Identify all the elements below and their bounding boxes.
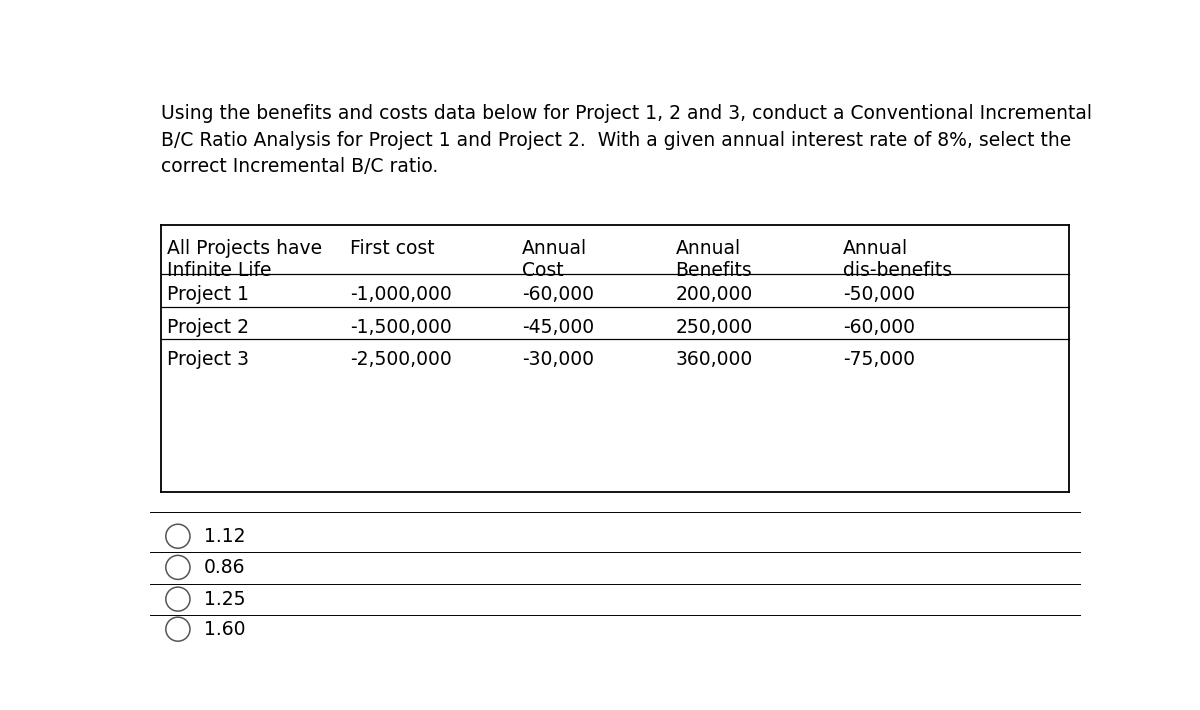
Text: Annual: Annual xyxy=(842,239,908,258)
Text: correct Incremental B/C ratio.: correct Incremental B/C ratio. xyxy=(161,157,438,176)
Text: -30,000: -30,000 xyxy=(522,350,594,369)
Text: B/C Ratio Analysis for Project 1 and Project 2.  With a given annual interest ra: B/C Ratio Analysis for Project 1 and Pro… xyxy=(161,131,1072,150)
Text: Annual: Annual xyxy=(522,239,587,258)
Text: -2,500,000: -2,500,000 xyxy=(350,350,451,369)
Text: 1.25: 1.25 xyxy=(204,589,246,608)
Text: 1.12: 1.12 xyxy=(204,527,246,546)
Text: -1,000,000: -1,000,000 xyxy=(350,285,451,304)
Text: Project 1: Project 1 xyxy=(167,285,248,304)
Text: Benefits: Benefits xyxy=(676,261,752,280)
Text: -60,000: -60,000 xyxy=(522,285,594,304)
Text: -75,000: -75,000 xyxy=(842,350,914,369)
Text: Annual: Annual xyxy=(676,239,740,258)
Text: 200,000: 200,000 xyxy=(676,285,752,304)
Text: All Projects have: All Projects have xyxy=(167,239,322,258)
Text: Project 3: Project 3 xyxy=(167,350,248,369)
Text: Project 2: Project 2 xyxy=(167,317,248,337)
Text: First cost: First cost xyxy=(350,239,434,258)
Text: Using the benefits and costs data below for Project 1, 2 and 3, conduct a Conven: Using the benefits and costs data below … xyxy=(161,104,1092,124)
Text: Cost: Cost xyxy=(522,261,564,280)
Text: dis-benefits: dis-benefits xyxy=(842,261,952,280)
Text: 250,000: 250,000 xyxy=(676,317,752,337)
Text: -60,000: -60,000 xyxy=(842,317,914,337)
Text: 1.60: 1.60 xyxy=(204,620,246,639)
Text: 0.86: 0.86 xyxy=(204,558,246,577)
Text: -50,000: -50,000 xyxy=(842,285,914,304)
Text: Infinite Life: Infinite Life xyxy=(167,261,271,280)
Text: -1,500,000: -1,500,000 xyxy=(350,317,451,337)
Text: -45,000: -45,000 xyxy=(522,317,594,337)
Text: 360,000: 360,000 xyxy=(676,350,752,369)
